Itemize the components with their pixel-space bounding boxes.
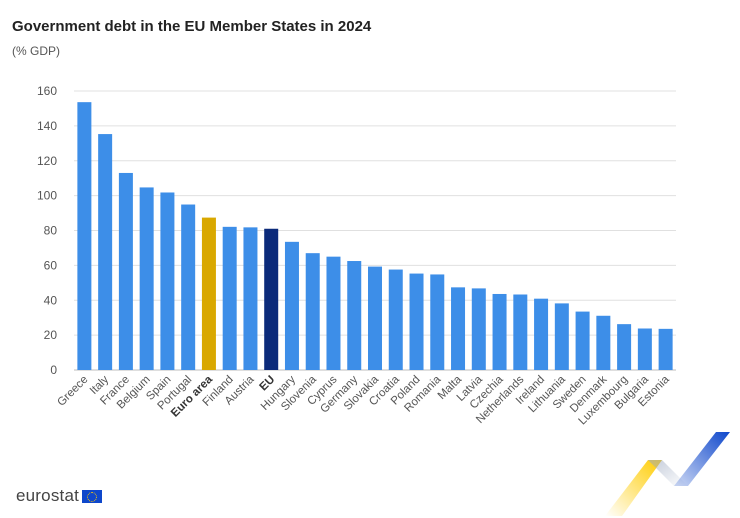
bar-euro-area bbox=[201, 217, 216, 370]
y-tick-label: 80 bbox=[44, 224, 58, 238]
grey-stripe bbox=[648, 460, 688, 486]
bar-bulgaria bbox=[637, 328, 652, 370]
blue-stripe bbox=[674, 432, 730, 486]
bar-malta bbox=[451, 287, 466, 370]
bar-netherlands bbox=[513, 294, 528, 370]
bar-denmark bbox=[596, 315, 611, 370]
y-tick-label: 100 bbox=[37, 189, 57, 203]
chart-title: Government debt in the EU Member States … bbox=[12, 18, 372, 35]
eurostat-decor-graphic bbox=[605, 432, 730, 516]
y-tick-label: 60 bbox=[44, 258, 58, 272]
bars bbox=[77, 102, 673, 370]
x-axis-ticks: GreeceItalyFranceBelgiumSpainPortugalEur… bbox=[55, 373, 672, 427]
x-tick-label: Greece bbox=[55, 374, 90, 409]
y-tick-label: 0 bbox=[50, 363, 57, 377]
bar-slovenia bbox=[305, 253, 320, 370]
bar-france bbox=[118, 172, 133, 370]
bar-slovakia bbox=[368, 266, 382, 370]
y-tick-label: 120 bbox=[37, 154, 57, 168]
bar-sweden bbox=[575, 311, 590, 370]
bar-estonia bbox=[658, 328, 673, 370]
bar-lithuania bbox=[554, 303, 569, 370]
bar-italy bbox=[98, 134, 113, 370]
bar-portugal bbox=[181, 204, 196, 370]
y-tick-label: 140 bbox=[37, 119, 57, 133]
bar-poland bbox=[409, 273, 424, 370]
y-tick-label: 160 bbox=[37, 84, 57, 98]
bar-belgium bbox=[139, 187, 154, 370]
y-tick-label: 40 bbox=[44, 293, 58, 307]
logo-text: eurostat bbox=[16, 486, 80, 505]
yellow-stripe bbox=[605, 460, 662, 516]
bar-eu bbox=[264, 228, 279, 370]
bar-finland bbox=[222, 226, 237, 370]
bar-germany bbox=[347, 261, 362, 370]
bar-greece bbox=[77, 102, 92, 370]
bar-spain bbox=[160, 192, 175, 370]
eurostat-logo: eurostat bbox=[16, 486, 103, 506]
bar-ireland bbox=[534, 298, 549, 370]
bar-austria bbox=[243, 227, 258, 370]
chart-subtitle: (% GDP) bbox=[12, 44, 60, 58]
y-tick-label: 20 bbox=[44, 328, 58, 342]
bar-chart: 0 20 40 60 80 100 120 140 160 GreeceItalyFranceB… bbox=[37, 84, 676, 427]
bar-luxembourg bbox=[617, 324, 632, 370]
bar-czechia bbox=[492, 293, 507, 370]
bar-romania bbox=[430, 274, 445, 370]
bar-cyprus bbox=[326, 256, 341, 370]
bar-latvia bbox=[471, 288, 486, 370]
eu-flag-icon bbox=[82, 489, 103, 503]
bar-croatia bbox=[388, 269, 403, 370]
y-axis-ticks: 0 20 40 60 80 100 120 140 160 bbox=[37, 84, 57, 377]
bar-hungary bbox=[284, 241, 299, 370]
